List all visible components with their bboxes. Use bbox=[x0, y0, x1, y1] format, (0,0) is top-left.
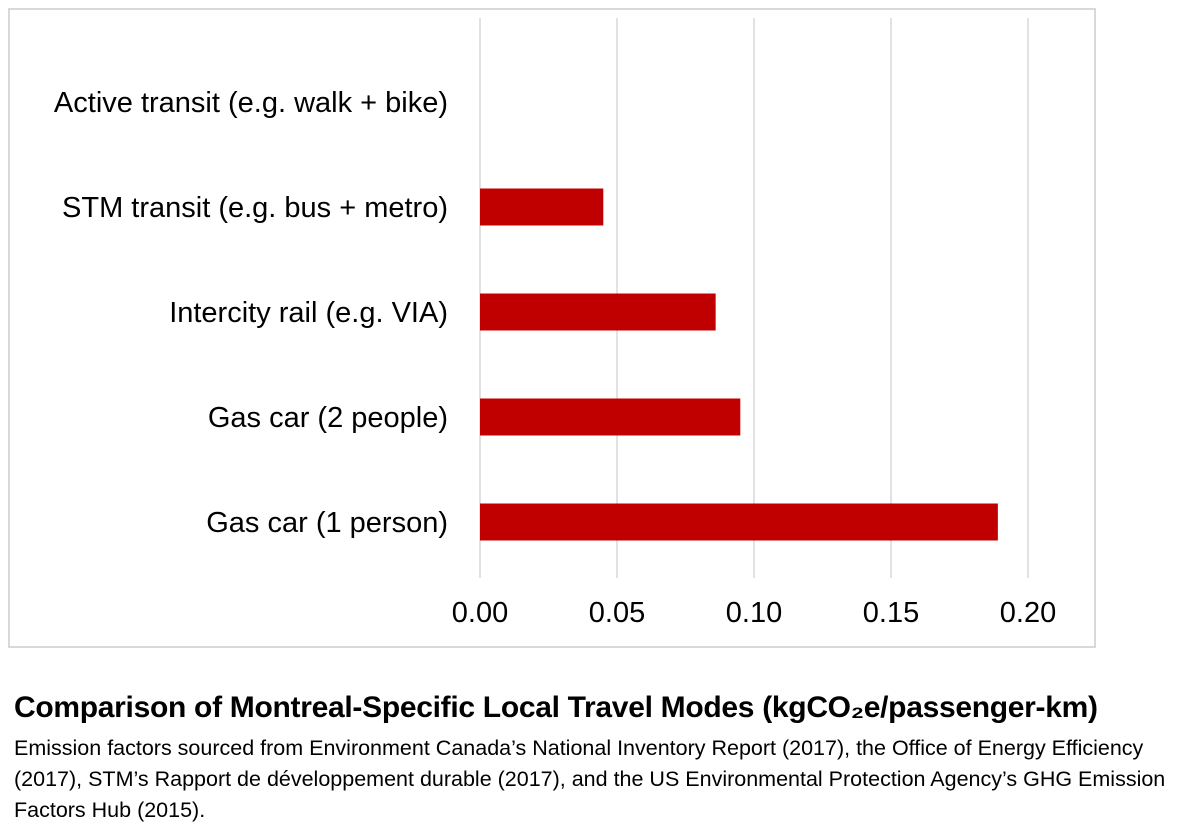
category-labels: Active transit (e.g. walk + bike) STM tra… bbox=[54, 87, 448, 539]
category-label: Gas car (2 people) bbox=[208, 402, 448, 434]
x-tick-label: 0.05 bbox=[589, 597, 645, 629]
bar bbox=[480, 293, 716, 331]
chart-frame: Active transit (e.g. walk + bike) STM tra… bbox=[8, 8, 1096, 648]
gridlines bbox=[479, 18, 1029, 578]
caption-unit: (kgCO₂e/passenger-km) bbox=[762, 691, 1098, 724]
caption-title-text: Comparison of Montreal-Specific Local Tr… bbox=[14, 691, 755, 724]
category-label: Active transit (e.g. walk + bike) bbox=[54, 87, 448, 119]
category-label: Gas car (1 person) bbox=[206, 507, 448, 539]
x-tick-label: 0.20 bbox=[1000, 597, 1056, 629]
caption-body: Emission factors sourced from Environmen… bbox=[14, 736, 1166, 822]
category-label: Intercity rail (e.g. VIA) bbox=[169, 297, 448, 329]
x-tick-labels: 0.00 0.05 0.10 0.15 0.20 bbox=[452, 597, 1056, 629]
bar-chart: Active transit (e.g. walk + bike) STM tra… bbox=[54, 18, 1056, 629]
bar bbox=[480, 503, 998, 541]
bar bbox=[480, 188, 604, 226]
x-tick-label: 0.00 bbox=[452, 597, 508, 629]
x-tick-label: 0.15 bbox=[863, 597, 919, 629]
x-tick-label: 0.10 bbox=[726, 597, 782, 629]
category-label: STM transit (e.g. bus + metro) bbox=[62, 192, 448, 224]
bars bbox=[480, 188, 998, 541]
caption-title: Comparison of Montreal-Specific Local Tr… bbox=[14, 688, 1194, 728]
bar bbox=[480, 398, 741, 436]
